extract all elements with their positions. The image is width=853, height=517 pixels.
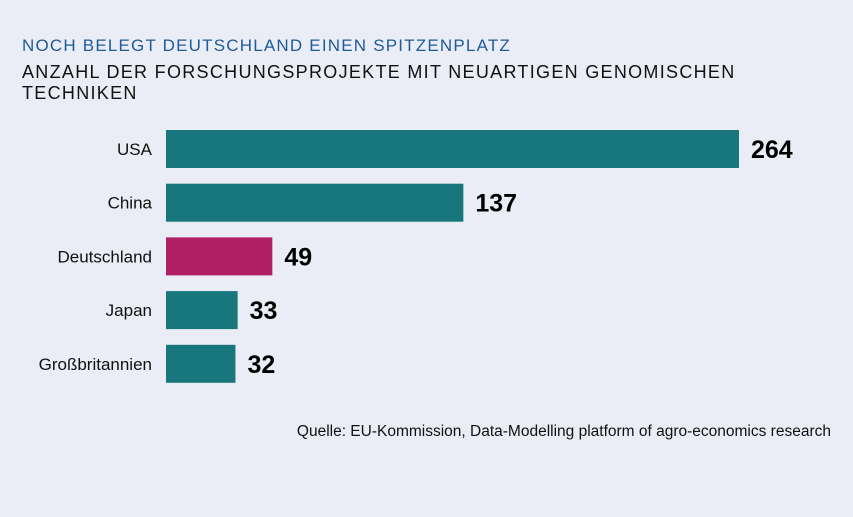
source-note: Quelle: EU-Kommission, Data-Modelling pl…: [296, 423, 831, 440]
bar-japan: [166, 291, 238, 330]
bar-usa: [166, 130, 739, 168]
value-label: 264: [751, 136, 793, 164]
chart-title: ANZAHL DER FORSCHUNGSPROJEKTE MIT NEUART…: [22, 62, 736, 103]
value-label: 49: [284, 243, 312, 271]
category-label: China: [108, 194, 153, 213]
value-label: 137: [475, 190, 517, 218]
category-label: Japan: [106, 301, 152, 320]
bar-deutschland: [166, 237, 273, 276]
value-label: 32: [247, 351, 275, 379]
category-label: Deutschland: [57, 247, 152, 266]
bar-china: [166, 183, 464, 222]
value-label: 33: [250, 297, 278, 325]
bar-großbritannien: [166, 344, 236, 383]
category-label: Großbritannien: [39, 355, 152, 374]
category-label: USA: [117, 140, 153, 159]
chart-kicker: NOCH BELEGT DEUTSCHLAND EINEN SPITZENPLA…: [22, 36, 512, 55]
